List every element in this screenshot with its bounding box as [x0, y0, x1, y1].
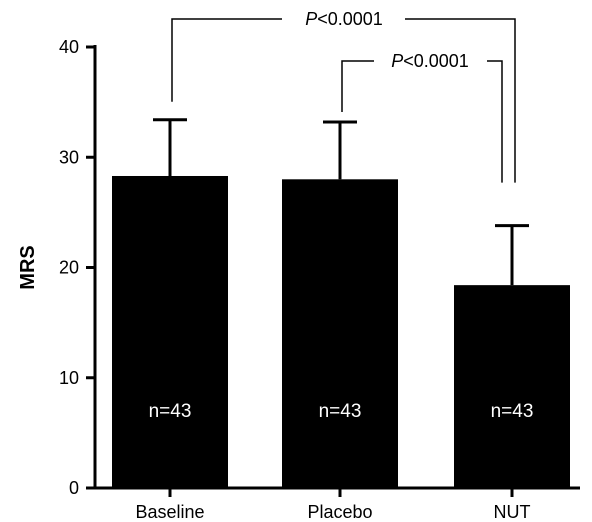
significance-bracket-placebo-vs-nut: P<0.0001	[341, 51, 503, 183]
bar-nut	[454, 285, 570, 488]
p-symbol: P	[391, 51, 403, 71]
p-symbol: P	[305, 9, 317, 29]
y-tick-label-10: 10	[59, 368, 79, 388]
bars-layer	[112, 175, 570, 489]
x-tick-label-nut: NUT	[494, 502, 531, 522]
bar-label-baseline: n=43	[149, 401, 192, 422]
bar-baseline	[112, 175, 228, 488]
p-threshold: <0.0001	[403, 51, 469, 71]
y-axis-label: MRS	[17, 245, 39, 289]
p-value-label: P<0.0001	[305, 9, 383, 29]
y-tick-label-40: 40	[59, 37, 79, 57]
y-tick-label-0: 0	[69, 478, 79, 498]
p-value-label: P<0.0001	[391, 51, 469, 71]
labels-layer: n=43 Baseline n=43 Placebo n=43 NUT 0 10 20 30 40 M…	[17, 37, 533, 522]
x-tick-label-placebo: Placebo	[307, 502, 372, 522]
bracket-line	[341, 60, 503, 183]
bar-label-placebo: n=43	[319, 401, 362, 422]
significance-bracket-baseline-vs-nut: P<0.0001	[171, 9, 516, 183]
bar-label-nut: n=43	[491, 401, 534, 422]
bracket-line	[171, 18, 516, 183]
error-bars-layer	[153, 118, 529, 286]
x-tick-label-baseline: Baseline	[135, 502, 204, 522]
p-threshold: <0.0001	[317, 9, 383, 29]
bar-placebo	[282, 179, 398, 489]
y-tick-label-30: 30	[59, 147, 79, 167]
y-tick-label-20: 20	[59, 258, 79, 278]
axes-layer	[86, 45, 580, 497]
